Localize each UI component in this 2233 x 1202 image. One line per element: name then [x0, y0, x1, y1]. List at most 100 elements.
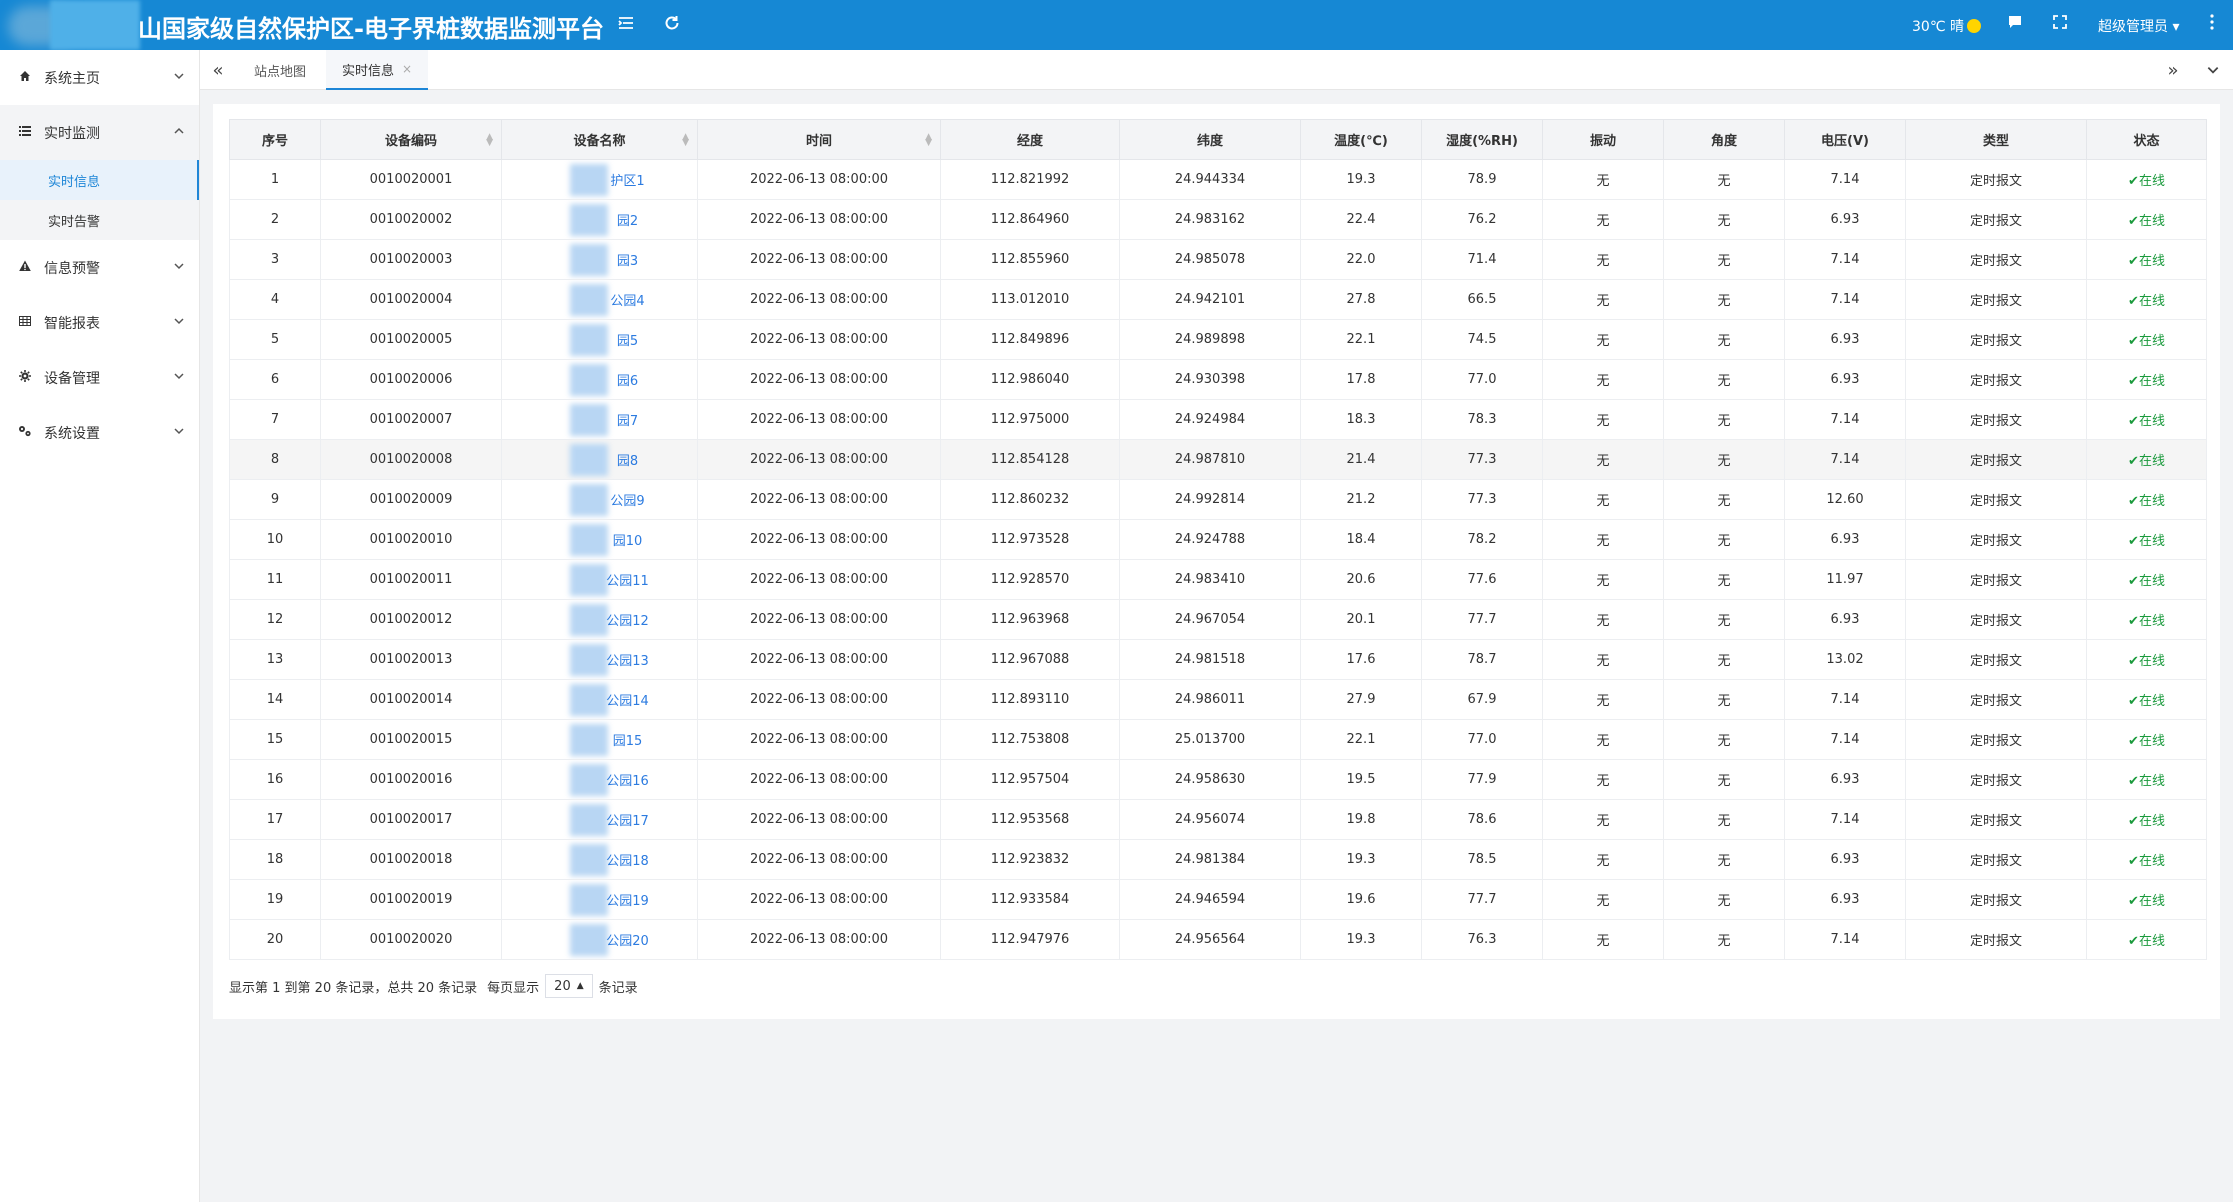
table-cell: 24.992814 [1119, 479, 1301, 520]
sidebar-item-info-warning[interactable]: 信息预警 [0, 240, 199, 295]
table-cell: ✔在线 [2086, 759, 2207, 800]
sidebar-item-device-management[interactable]: 设备管理 [0, 350, 199, 405]
column-header[interactable]: 振动 [1542, 119, 1664, 160]
user-menu[interactable]: 超级管理员 ▾ [2098, 16, 2179, 36]
column-header[interactable]: 湿度(%RH) [1421, 119, 1543, 160]
tab-site-map[interactable]: 站点地图 [238, 50, 322, 90]
sort-icon[interactable]: ▲ ▼ [682, 132, 689, 148]
table-row[interactable]: 13 0010020013 公园13 2022-06-13 08:00:00 112.9… [229, 639, 2207, 680]
device-name-link[interactable]: 园3 [616, 254, 639, 269]
column-header[interactable]: 角度 [1663, 119, 1785, 160]
table-cell: 76.2 [1421, 199, 1543, 240]
table-row[interactable]: 7 0010020007 园7 2022-06-13 08:00:00 112.9750… [229, 399, 2207, 440]
device-name-link[interactable]: 公园17 [606, 814, 649, 829]
table-cell: 园7 [501, 399, 698, 440]
device-name-link[interactable]: 公园4 [610, 294, 645, 309]
table-cell: 无 [1542, 199, 1664, 240]
table-cell: 24.983162 [1119, 199, 1301, 240]
device-name-link[interactable]: 园8 [616, 454, 639, 469]
table-cell: 2022-06-13 08:00:00 [697, 799, 941, 840]
check-icon: ✔ [2128, 734, 2139, 749]
table-row[interactable]: 1 0010020001 护区1 2022-06-13 08:00:00 112.821… [229, 159, 2207, 200]
table-row[interactable]: 18 0010020018 公园18 2022-06-13 08:00:00 112.9… [229, 839, 2207, 880]
column-header[interactable]: 时间 ▲ ▼ [697, 119, 941, 160]
table-row[interactable]: 2 0010020002 园2 2022-06-13 08:00:00 112.8649… [229, 199, 2207, 240]
logo [0, 0, 140, 50]
table-row[interactable]: 19 0010020019 公园19 2022-06-13 08:00:00 112.9… [229, 879, 2207, 920]
device-name-link[interactable]: 园5 [616, 334, 639, 349]
table-cell: 13.02 [1784, 639, 1906, 680]
device-name-link[interactable]: 公园19 [606, 894, 649, 909]
close-icon[interactable]: × [402, 62, 413, 76]
table-cell: 10 [229, 519, 321, 560]
device-name-link[interactable]: 园7 [616, 414, 639, 429]
tab-scroll-left-icon[interactable]: « [212, 59, 224, 81]
table-row[interactable]: 8 0010020008 园8 2022-06-13 08:00:00 112.8541… [229, 439, 2207, 480]
sort-icon[interactable]: ▲ ▼ [925, 132, 932, 148]
column-header[interactable]: 电压(V) [1784, 119, 1906, 160]
column-header[interactable]: 状态 [2086, 119, 2207, 160]
table-cell: 19 [229, 879, 321, 920]
table-cell: 112.957504 [940, 759, 1120, 800]
table-row[interactable]: 14 0010020014 公园14 2022-06-13 08:00:00 112.8… [229, 679, 2207, 720]
sidebar-subitem-realtime-info[interactable]: 实时信息 [0, 160, 199, 200]
table-cell: 19.8 [1300, 799, 1422, 840]
sidebar-item-smart-report[interactable]: 智能报表 [0, 295, 199, 350]
table-cell: 22.0 [1300, 239, 1422, 280]
column-header[interactable]: 序号 [229, 119, 321, 160]
more-vertical-icon[interactable] [2200, 13, 2224, 37]
table-cell: 无 [1663, 919, 1785, 960]
device-name-link[interactable]: 公园12 [606, 614, 649, 629]
menu-fold-icon[interactable] [614, 13, 638, 37]
table-row[interactable]: 9 0010020009 公园9 2022-06-13 08:00:00 112.860… [229, 479, 2207, 520]
table-row[interactable]: 10 0010020010 园10 2022-06-13 08:00:00 112.97… [229, 519, 2207, 560]
table-row[interactable]: 20 0010020020 公园20 2022-06-13 08:00:00 112.9… [229, 919, 2207, 960]
device-name-link[interactable]: 公园11 [606, 574, 649, 589]
device-name-link[interactable]: 公园16 [606, 774, 649, 789]
table-row[interactable]: 3 0010020003 园3 2022-06-13 08:00:00 112.8559… [229, 239, 2207, 280]
table-row[interactable]: 6 0010020006 园6 2022-06-13 08:00:00 112.9860… [229, 359, 2207, 400]
per-page-select[interactable]: 20 ▲ [545, 974, 593, 998]
device-name-link[interactable]: 园15 [612, 734, 643, 749]
device-name-link[interactable]: 公园20 [606, 934, 649, 949]
table-row[interactable]: 15 0010020015 园15 2022-06-13 08:00:00 112.75… [229, 719, 2207, 760]
table-row[interactable]: 12 0010020012 公园12 2022-06-13 08:00:00 112.9… [229, 599, 2207, 640]
column-header[interactable]: 设备编码 ▲ ▼ [320, 119, 502, 160]
sidebar-item-realtime-monitor[interactable]: 实时监测 [0, 105, 199, 160]
device-name-link[interactable]: 公园13 [606, 654, 649, 669]
device-name-link[interactable]: 园6 [616, 374, 639, 389]
table-cell: 定时报文 [1905, 479, 2087, 520]
sidebar-item-home[interactable]: 系统主页 [0, 50, 199, 105]
device-name-link[interactable]: 护区1 [610, 174, 645, 189]
sort-icon[interactable]: ▲ ▼ [486, 132, 493, 148]
table-cell: 0010020020 [320, 919, 502, 960]
status-badge: ✔在线 [2128, 574, 2165, 589]
table-row[interactable]: 4 0010020004 公园4 2022-06-13 08:00:00 113.012… [229, 279, 2207, 320]
device-name-link[interactable]: 公园9 [610, 494, 645, 509]
column-header[interactable]: 温度(℃) [1300, 119, 1422, 160]
device-name-link[interactable]: 园2 [616, 214, 639, 229]
column-header[interactable]: 类型 [1905, 119, 2087, 160]
table-cell: ✔在线 [2086, 799, 2207, 840]
column-header[interactable]: 设备名称 ▲ ▼ [501, 119, 698, 160]
table-cell: ✔在线 [2086, 839, 2207, 880]
sidebar-item-system-settings[interactable]: 系统设置 [0, 405, 199, 460]
table-cell: 7.14 [1784, 159, 1906, 200]
column-header[interactable]: 经度 [940, 119, 1120, 160]
device-name-link[interactable]: 公园18 [606, 854, 649, 869]
table-row[interactable]: 11 0010020011 公园11 2022-06-13 08:00:00 112.9… [229, 559, 2207, 600]
table-row[interactable]: 17 0010020017 公园17 2022-06-13 08:00:00 112.9… [229, 799, 2207, 840]
column-header[interactable]: 纬度 [1119, 119, 1301, 160]
message-icon[interactable] [2003, 13, 2027, 37]
fullscreen-icon[interactable] [2048, 13, 2072, 37]
tab-scroll-right-icon[interactable]: » [2167, 59, 2179, 81]
device-name-link[interactable]: 园10 [612, 534, 643, 549]
tab-realtime-info[interactable]: 实时信息 × [326, 50, 429, 90]
chevron-down-icon[interactable] [2195, 50, 2231, 90]
refresh-icon[interactable] [660, 13, 684, 37]
tab-bar: « 站点地图 实时信息 × » [200, 50, 2233, 90]
table-row[interactable]: 5 0010020005 园5 2022-06-13 08:00:00 112.8498… [229, 319, 2207, 360]
sidebar-subitem-realtime-alarm[interactable]: 实时告警 [0, 200, 199, 240]
device-name-link[interactable]: 公园14 [606, 694, 649, 709]
table-row[interactable]: 16 0010020016 公园16 2022-06-13 08:00:00 112.9… [229, 759, 2207, 800]
